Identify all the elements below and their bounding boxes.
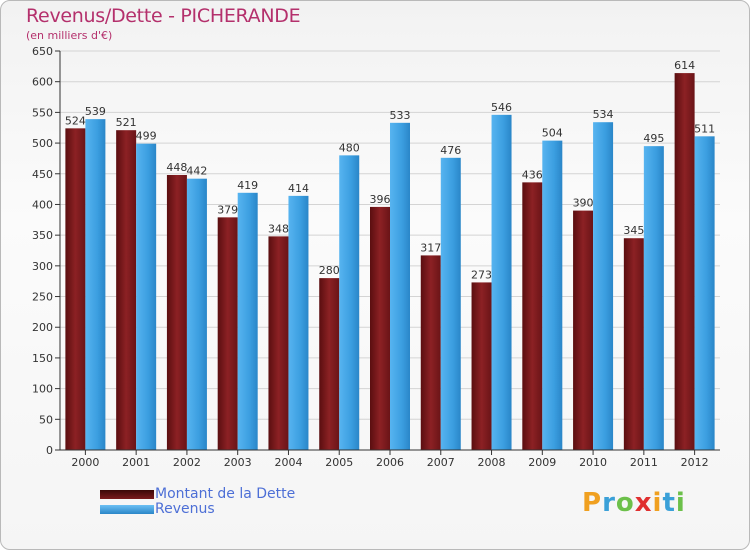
y-tick-label: 50	[39, 413, 53, 426]
logo-letter: P	[582, 488, 603, 518]
logo-letter: r	[602, 488, 616, 518]
axes	[59, 51, 720, 451]
data-label-dette-2010: 390	[573, 197, 594, 210]
data-label-dette-2003: 379	[217, 203, 238, 216]
data-label-revenus-2004: 414	[288, 182, 309, 195]
bar-revenus-2008	[491, 114, 512, 450]
bar-revenus-2009	[542, 140, 563, 451]
logo-letter: o	[615, 488, 635, 518]
data-label-revenus-2003: 419	[237, 179, 258, 192]
data-label-revenus-2005: 480	[339, 141, 360, 154]
legend-label-revenus: Revenus	[155, 501, 215, 517]
y-tick-label: 650	[32, 45, 53, 58]
data-label-dette-2000: 524	[65, 114, 86, 127]
bar-revenus-2003	[237, 192, 258, 450]
x-tick-label: 2003	[224, 456, 252, 469]
logo-letter: t	[662, 488, 676, 518]
bar-dette-2005	[319, 278, 340, 450]
data-label-dette-2012: 614	[674, 59, 695, 72]
data-label-revenus-2000: 539	[85, 105, 106, 118]
bar-dette-2012	[674, 73, 695, 451]
y-tick-label: 200	[32, 321, 53, 334]
y-tick-label: 500	[32, 137, 53, 150]
x-tick-label: 2002	[173, 456, 201, 469]
data-label-revenus-2010: 534	[593, 108, 614, 121]
bar-dette-2003	[217, 217, 238, 450]
bar-dette-2009	[522, 182, 543, 450]
data-label-revenus-2009: 504	[542, 127, 563, 140]
data-label-revenus-2001: 499	[136, 130, 157, 143]
bar-revenus-2005	[339, 155, 360, 450]
x-axis-ticks: 2000 2001 2002 2003 2004 2005 2006 2007 2008 2009…	[71, 450, 709, 469]
data-label-revenus-2008: 546	[491, 101, 512, 114]
chart-subtitle: (en milliers d'€)	[26, 29, 113, 42]
bar-revenus-2007	[440, 157, 461, 450]
data-label-dette-2004: 348	[268, 222, 289, 235]
logo-letter: i	[675, 488, 686, 518]
x-tick-label: 2005	[325, 456, 353, 469]
y-axis-ticks: 0 50 100 150 200 250 300 350 400 450 500 550 600 650	[32, 45, 60, 457]
data-label-dette-2002: 448	[166, 161, 187, 174]
y-tick-label: 350	[32, 229, 53, 242]
data-label-dette-2006: 396	[370, 193, 391, 206]
x-tick-label: 2011	[630, 456, 658, 469]
y-tick-label: 450	[32, 168, 53, 181]
bar-dette-2002	[166, 174, 187, 450]
y-tick-label: 100	[32, 383, 53, 396]
y-tick-label: 0	[46, 444, 53, 457]
bar-revenus-2012	[694, 136, 715, 450]
logo-letter: i	[652, 488, 663, 518]
y-tick-label: 250	[32, 291, 53, 304]
y-tick-label: 150	[32, 352, 53, 365]
x-tick-label: 2010	[579, 456, 607, 469]
bar-dette-2008	[471, 282, 492, 450]
data-label-dette-2009: 436	[522, 168, 543, 181]
data-label-dette-2011: 345	[623, 224, 644, 237]
bar-revenus-2010	[593, 122, 614, 451]
y-tick-label: 300	[32, 260, 53, 273]
bar-dette-2001	[116, 130, 137, 450]
bar-revenus-2006	[390, 122, 410, 450]
data-label-revenus-2012: 511	[694, 122, 715, 135]
data-label-dette-2007: 317	[420, 241, 441, 254]
data-label-revenus-2006: 533	[390, 109, 411, 122]
data-label-dette-2001: 521	[116, 116, 137, 129]
data-label-revenus-2007: 476	[440, 144, 461, 157]
data-label-dette-2008: 273	[471, 268, 492, 281]
logo-letter: x	[634, 488, 653, 518]
bar-dette-2010	[573, 210, 594, 450]
bars	[65, 73, 715, 451]
data-label-revenus-2011: 495	[643, 132, 664, 145]
x-tick-label: 2009	[528, 456, 556, 469]
x-tick-label: 2000	[71, 456, 99, 469]
y-tick-label: 400	[32, 198, 53, 211]
bar-dette-2007	[420, 255, 441, 450]
bar-dette-2000	[65, 128, 86, 451]
bar-dette-2004	[268, 236, 289, 450]
legend-swatch-dette	[100, 490, 154, 499]
bar-revenus-2004	[288, 195, 309, 450]
bar-dette-2006	[370, 206, 390, 450]
x-tick-label: 2007	[427, 456, 455, 469]
data-label-dette-2005: 280	[319, 264, 340, 277]
x-tick-label: 2004	[274, 456, 302, 469]
legend-label-dette: Montant de la Dette	[155, 486, 296, 502]
chart-title: Revenus/Dette - PICHERANDE	[26, 5, 301, 27]
y-tick-label: 550	[32, 106, 53, 119]
bar-revenus-2011	[643, 146, 664, 450]
x-tick-label: 2001	[122, 456, 150, 469]
x-tick-label: 2006	[376, 456, 404, 469]
x-tick-label: 2008	[478, 456, 506, 469]
bar-revenus-2001	[136, 143, 157, 450]
data-label-revenus-2002: 442	[186, 165, 207, 178]
bar-revenus-2000	[85, 119, 106, 450]
bar-dette-2011	[623, 238, 644, 450]
bar-revenus-2002	[186, 178, 207, 450]
legend-swatch-revenus	[100, 505, 154, 514]
y-tick-label: 600	[32, 76, 53, 89]
x-tick-label: 2012	[681, 456, 709, 469]
proxiti-logo: Proxiti	[582, 488, 686, 518]
